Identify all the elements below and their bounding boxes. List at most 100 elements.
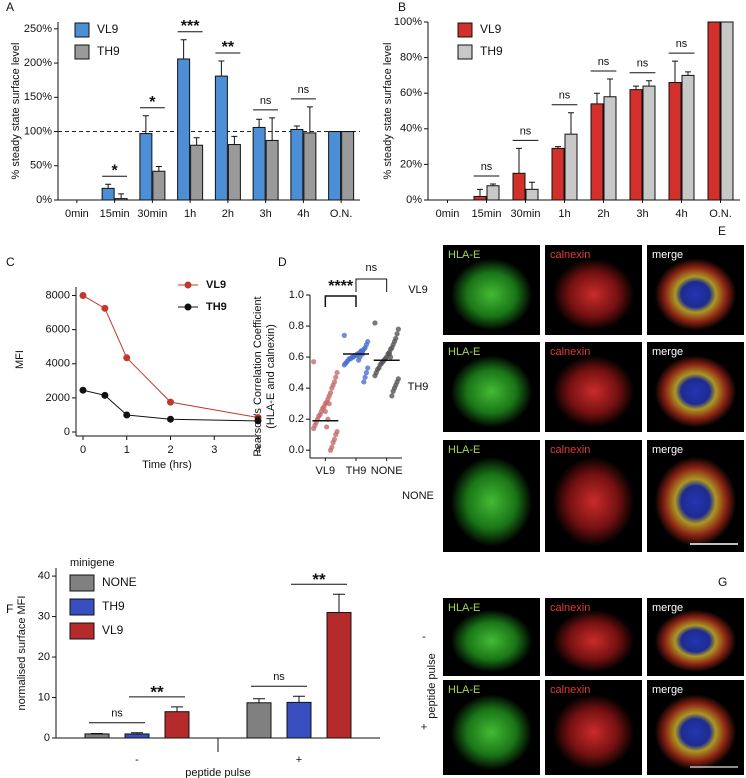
y-axis-label: MFI — [14, 350, 26, 369]
y-tick-label: 1.0 — [289, 289, 304, 301]
y-tick-label: 80% — [400, 52, 422, 64]
error-bar — [646, 80, 652, 87]
panel-letter: A — [6, 0, 14, 14]
channel-label: HLA-E — [448, 684, 480, 696]
y-axis-label: % steady state surface level — [10, 43, 22, 180]
significance-label: ns — [481, 161, 493, 173]
y-tick-label: 20% — [400, 158, 422, 170]
significance-label: * — [149, 94, 156, 111]
cell-signal — [654, 609, 737, 673]
point — [365, 365, 371, 371]
point — [362, 374, 368, 380]
significance-label: ns — [273, 671, 285, 683]
bar — [707, 21, 721, 201]
bar — [603, 96, 617, 201]
significance-label: ns — [260, 95, 272, 107]
point — [372, 320, 378, 326]
legend-swatch — [74, 22, 90, 38]
y-tick-label: 0.0 — [289, 444, 304, 456]
panel-letter: B — [398, 0, 406, 14]
y-tick-label: 0.8 — [289, 320, 304, 332]
x-tick-label: 1h — [184, 208, 196, 220]
significance-bracket — [324, 295, 357, 307]
x-tick-label: TH9 — [346, 465, 367, 477]
bar — [164, 711, 190, 739]
x-tick-label: 2 — [167, 444, 173, 456]
error-bar — [193, 137, 200, 146]
x-tick-label: 30min — [137, 208, 167, 220]
x-tick-label: 0min — [436, 208, 460, 220]
error-bar — [333, 593, 345, 613]
y-tick-label: 0% — [406, 194, 422, 206]
x-axis-label: peptide pulse — [185, 767, 250, 778]
legend-label: VL9 — [480, 22, 502, 36]
legend-label: TH9 — [97, 44, 120, 58]
bar — [629, 89, 643, 201]
bar — [114, 198, 128, 201]
y-axis-label: normalised surface MFI — [16, 596, 28, 711]
cell-signal — [552, 456, 635, 547]
panel-letter: G — [718, 575, 727, 589]
row-label: + — [421, 721, 427, 733]
side-label: peptide pulse — [426, 653, 438, 718]
channel-label: calnexin — [550, 602, 590, 614]
error-bar — [685, 71, 691, 76]
point — [311, 425, 317, 432]
x-tick-label: O.N. — [709, 208, 732, 220]
y-tick-label: 0.4 — [289, 382, 304, 394]
bar — [177, 58, 191, 201]
significance-label: ** — [150, 682, 164, 701]
error-bar — [131, 732, 143, 734]
significance-label: **** — [328, 278, 354, 295]
channel-label: HLA-E — [448, 249, 480, 261]
x-tick-label: VL9 — [316, 465, 336, 477]
bar — [303, 132, 317, 201]
cell-signal — [450, 694, 533, 771]
point — [123, 411, 131, 419]
cell-signal — [450, 456, 533, 547]
point — [341, 332, 347, 338]
legend-marker — [184, 281, 192, 289]
point — [394, 331, 400, 337]
error-bar — [672, 60, 678, 83]
x-axis-label: Time (hrs) — [142, 459, 192, 471]
x-tick-label: 4 — [255, 444, 261, 456]
y-tick-label: 40% — [400, 123, 422, 135]
significance-label: ns — [676, 38, 688, 50]
x-tick-label: 4h — [675, 208, 687, 220]
channel-label: merge — [652, 249, 683, 261]
significance-bracket — [355, 278, 388, 292]
cell-signal — [654, 355, 737, 428]
error-bar — [490, 183, 496, 186]
y-tick-label: 2000 — [46, 392, 70, 404]
error-bar — [568, 112, 574, 135]
point — [358, 348, 364, 354]
y-tick-label: 150% — [24, 91, 52, 103]
point — [79, 386, 87, 394]
legend-swatch — [457, 22, 473, 38]
point — [334, 370, 340, 376]
y-tick-label: 0.6 — [289, 351, 304, 363]
point — [326, 401, 332, 407]
channel-label: calnexin — [550, 346, 590, 358]
error-bar — [253, 698, 265, 703]
group-label: - — [135, 754, 139, 766]
point — [356, 357, 362, 363]
legend-label: TH9 — [480, 44, 503, 58]
bar — [265, 139, 279, 201]
y-tick-label: 200% — [24, 57, 52, 69]
bar — [681, 74, 695, 201]
error-bar — [293, 695, 305, 703]
point — [363, 370, 369, 376]
bar — [286, 701, 312, 739]
y-axis-label: Pearson's Correlation Coefficient — [252, 296, 264, 456]
group-label: + — [296, 754, 302, 766]
cell-signal — [654, 456, 737, 547]
channel-label: merge — [652, 684, 683, 696]
error-bar — [118, 193, 125, 199]
bar — [326, 612, 352, 739]
point — [79, 292, 87, 300]
cell-signal — [654, 258, 737, 331]
legend-label: TH9 — [206, 301, 227, 313]
x-tick-label: O.N. — [330, 208, 353, 220]
